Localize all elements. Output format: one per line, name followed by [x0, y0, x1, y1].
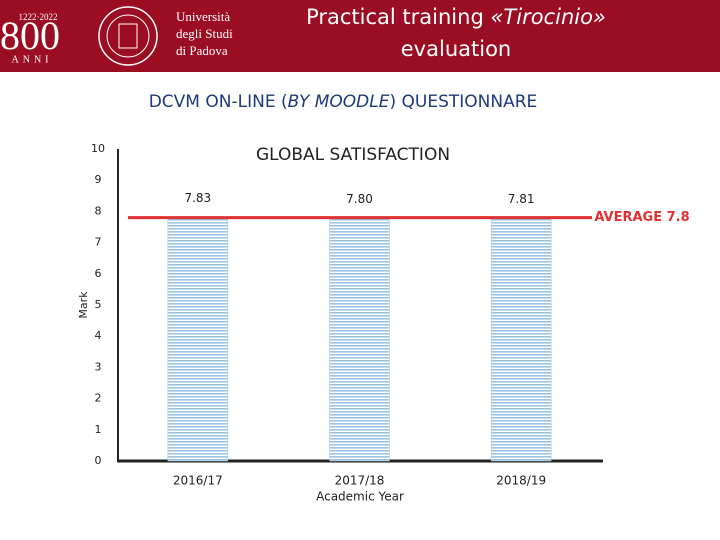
value-label: 7.83 — [184, 191, 211, 205]
slide-title: Practical training «Tirocinio» — [306, 5, 606, 29]
x-axis-label: Academic Year — [316, 490, 404, 504]
subtitle-part: DCVM ON-LINE ( — [149, 92, 288, 112]
bar — [167, 216, 229, 462]
y-tick-label: 7 — [95, 236, 102, 249]
subtitle-part: BY MOODLE — [288, 92, 390, 112]
university-name: degli Studi — [176, 26, 233, 41]
value-label: 7.81 — [508, 192, 535, 206]
title-part: evaluation — [401, 37, 511, 61]
value-label: 7.80 — [346, 192, 373, 206]
seal-inner — [106, 14, 150, 58]
y-tick-label: 3 — [95, 360, 102, 373]
slide-title: evaluation — [401, 37, 511, 61]
university-name: di Padova — [176, 43, 228, 58]
y-tick-label: 6 — [95, 267, 102, 280]
y-tick-label: 5 — [95, 298, 102, 311]
bar — [329, 217, 390, 462]
y-tick-label: 10 — [91, 142, 105, 155]
x-tick-label: 2017/18 — [335, 474, 385, 488]
y-axis-label: Mark — [77, 291, 90, 319]
subtitle: DCVM ON-LINE (BY MOODLE) QUESTIONNARE — [149, 92, 538, 112]
y-tick-label: 1 — [95, 423, 102, 436]
seal-figure — [118, 23, 138, 49]
x-tick-label: 2016/17 — [173, 474, 223, 488]
title-part: Practical training — [306, 5, 490, 29]
logo-years: 1222·2022 — [19, 12, 58, 22]
subtitle-part: ) QUESTIONNARE — [389, 92, 537, 112]
title-part: «Tirocinio» — [490, 5, 605, 29]
logo-word: ANNI — [12, 54, 53, 65]
logo-number: 800 — [0, 13, 60, 58]
average-label: AVERAGE 7.8 — [594, 210, 689, 225]
y-tick-label: 8 — [95, 204, 102, 217]
university-name: Università — [176, 9, 230, 24]
seal — [98, 6, 158, 66]
chart-title: GLOBAL SATISFACTION — [256, 145, 450, 165]
y-tick-label: 0 — [95, 454, 102, 467]
x-tick-label: 2018/19 — [496, 474, 546, 488]
y-tick-label: 2 — [95, 392, 102, 405]
y-tick-label: 9 — [95, 173, 102, 186]
y-tick-label: 4 — [95, 329, 102, 342]
header-bar — [0, 0, 720, 72]
bar — [490, 217, 552, 462]
